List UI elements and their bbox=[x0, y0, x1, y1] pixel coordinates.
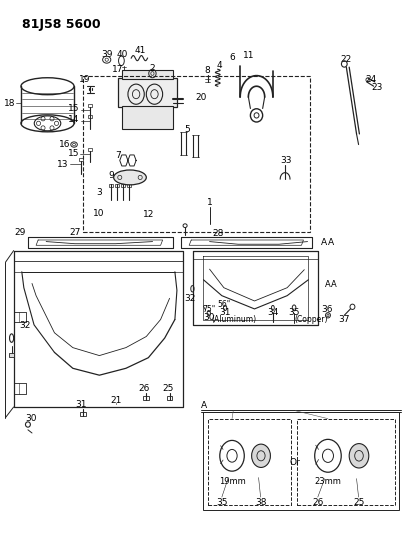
Ellipse shape bbox=[349, 443, 369, 468]
Text: A: A bbox=[321, 238, 327, 247]
Bar bbox=[122, 70, 173, 79]
Text: 9: 9 bbox=[109, 171, 115, 180]
Text: 6: 6 bbox=[229, 53, 235, 62]
Text: A: A bbox=[331, 280, 337, 289]
Text: 25: 25 bbox=[162, 384, 173, 393]
Bar bbox=[83, 76, 309, 232]
Text: 36: 36 bbox=[321, 305, 332, 314]
Bar bbox=[88, 104, 92, 108]
Bar bbox=[88, 148, 92, 151]
Text: 5: 5 bbox=[184, 125, 190, 134]
Bar bbox=[143, 396, 149, 400]
Text: 32: 32 bbox=[19, 321, 31, 330]
Bar bbox=[203, 413, 399, 511]
Text: 20: 20 bbox=[196, 93, 207, 102]
Text: 18: 18 bbox=[4, 99, 15, 108]
Bar bbox=[208, 419, 291, 505]
Text: 15: 15 bbox=[68, 104, 80, 113]
Text: 3: 3 bbox=[97, 188, 102, 197]
Text: 16: 16 bbox=[59, 140, 70, 149]
Text: 23: 23 bbox=[371, 83, 383, 92]
Text: 28: 28 bbox=[212, 229, 224, 238]
Text: 41: 41 bbox=[134, 46, 146, 55]
Text: 23mm: 23mm bbox=[314, 477, 342, 486]
Text: 1: 1 bbox=[207, 198, 212, 207]
Text: 40: 40 bbox=[116, 50, 127, 59]
Text: 24: 24 bbox=[365, 75, 376, 84]
Text: 56": 56" bbox=[217, 300, 231, 309]
Ellipse shape bbox=[252, 444, 270, 467]
Text: 35: 35 bbox=[216, 498, 228, 507]
Text: 26: 26 bbox=[139, 384, 150, 393]
Text: 33: 33 bbox=[281, 156, 292, 165]
Bar bbox=[88, 115, 92, 118]
Bar bbox=[127, 184, 131, 187]
Text: 15: 15 bbox=[68, 149, 80, 158]
Text: 32: 32 bbox=[185, 294, 196, 303]
Text: 22: 22 bbox=[341, 55, 352, 64]
Text: 38: 38 bbox=[255, 498, 266, 507]
Text: Or: Or bbox=[289, 458, 300, 467]
Text: 39: 39 bbox=[101, 50, 113, 59]
Bar bbox=[80, 413, 86, 416]
Bar bbox=[79, 158, 83, 161]
Text: 17: 17 bbox=[111, 64, 123, 74]
Text: 26: 26 bbox=[312, 498, 323, 507]
Text: 25: 25 bbox=[353, 498, 364, 507]
Text: 11: 11 bbox=[243, 51, 255, 60]
Text: 19: 19 bbox=[79, 75, 91, 84]
Text: 34: 34 bbox=[267, 308, 279, 317]
Text: 14: 14 bbox=[68, 115, 80, 124]
Bar bbox=[109, 184, 113, 187]
Ellipse shape bbox=[114, 170, 146, 185]
Bar bbox=[118, 78, 177, 108]
Bar bbox=[297, 419, 395, 505]
Text: 35: 35 bbox=[289, 308, 300, 317]
Text: 31: 31 bbox=[219, 308, 231, 317]
Bar bbox=[115, 184, 119, 187]
Bar bbox=[167, 396, 173, 400]
Text: 30: 30 bbox=[203, 313, 215, 322]
Text: 29: 29 bbox=[14, 228, 25, 237]
Bar bbox=[121, 184, 125, 187]
Text: 81J58 5600: 81J58 5600 bbox=[22, 18, 100, 31]
Text: 30: 30 bbox=[25, 414, 37, 423]
Text: 21: 21 bbox=[110, 395, 121, 405]
Text: 31: 31 bbox=[75, 400, 87, 409]
Text: 37: 37 bbox=[339, 315, 350, 324]
Text: 19mm: 19mm bbox=[219, 477, 245, 486]
Text: A: A bbox=[201, 401, 208, 410]
Text: A: A bbox=[325, 280, 331, 289]
Bar bbox=[9, 353, 14, 357]
Text: 12: 12 bbox=[143, 210, 154, 219]
Text: (Aluminum): (Aluminum) bbox=[212, 315, 256, 324]
Text: 10: 10 bbox=[93, 209, 104, 218]
Text: (Copper): (Copper) bbox=[294, 315, 328, 324]
Text: 2: 2 bbox=[150, 64, 155, 73]
Text: 75": 75" bbox=[202, 305, 215, 314]
Text: 7: 7 bbox=[115, 151, 120, 160]
Text: 8: 8 bbox=[205, 66, 210, 75]
Bar bbox=[122, 107, 173, 128]
Text: 27: 27 bbox=[69, 228, 81, 237]
Text: A: A bbox=[328, 238, 334, 247]
Text: 13: 13 bbox=[57, 160, 68, 168]
Text: 4: 4 bbox=[217, 61, 223, 69]
